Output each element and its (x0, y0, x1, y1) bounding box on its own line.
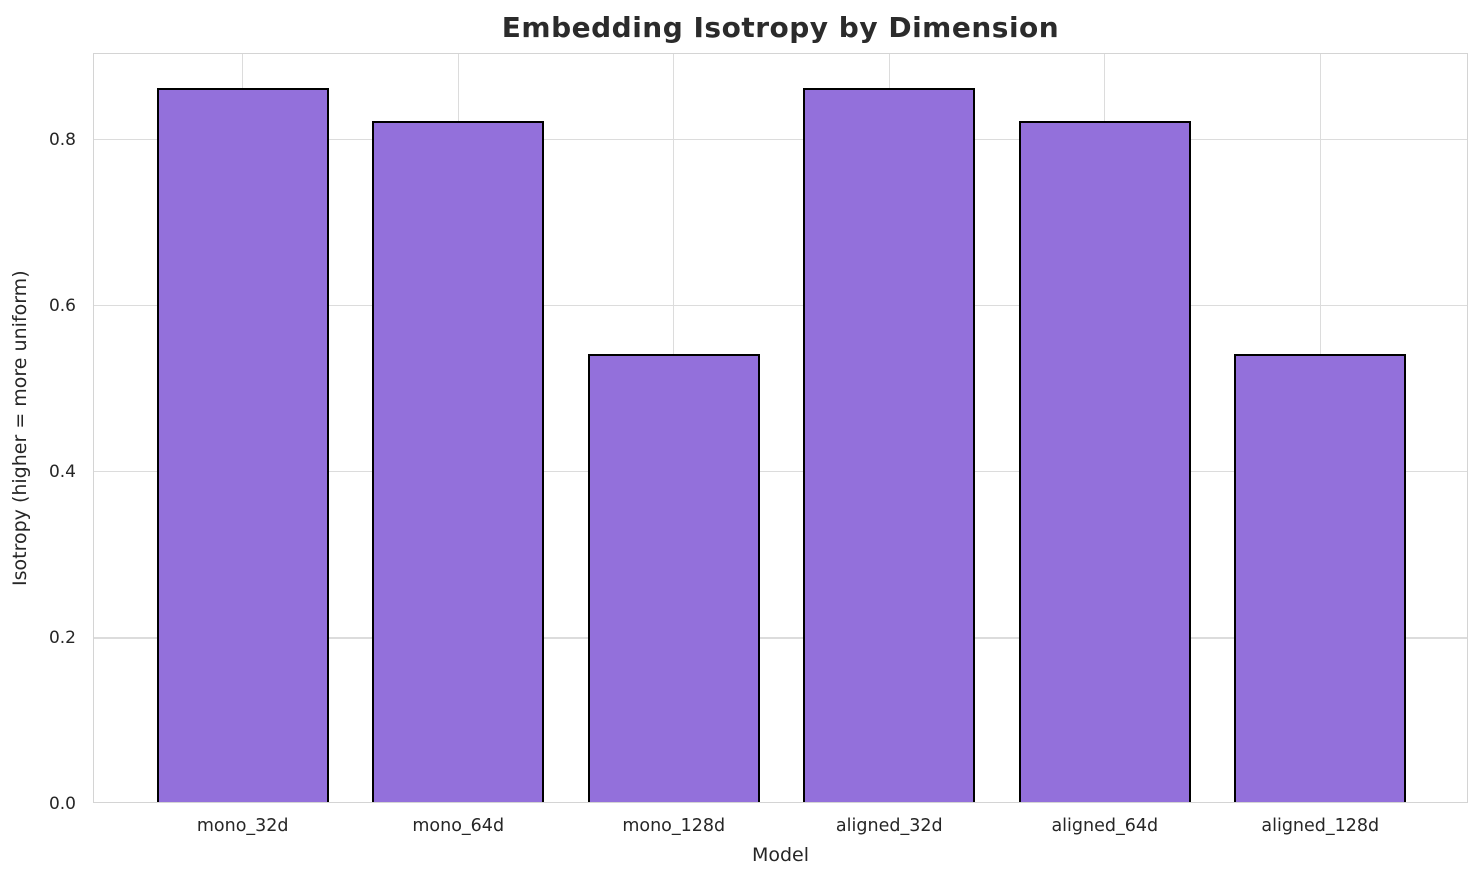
x-tick-label: mono_128d (622, 816, 726, 836)
plot-area: 0.0 0.2 0.4 0.6 0.8 mono_32d mono_64d mono_128d… (49, 53, 1468, 836)
x-tick-label: aligned_64d (1051, 816, 1159, 836)
x-axis-label: Model (751, 844, 810, 866)
y-tick-label: 0.2 (48, 627, 76, 648)
x-tick-label: mono_32d (196, 816, 289, 836)
h-gridline (94, 138, 1467, 141)
bar-aligned_64d (1018, 120, 1191, 802)
bar-mono_128d (587, 353, 760, 802)
bar-aligned_32d (803, 87, 976, 802)
chart-title: Embedding Isotropy by Dimension (501, 11, 1060, 44)
y-tick-label: 0.6 (48, 295, 76, 316)
y-tick-label: 0.8 (48, 129, 76, 150)
bar-mono_32d (156, 87, 329, 802)
x-tick-label: aligned_128d (1261, 816, 1380, 836)
h-gridline (94, 471, 1467, 473)
x-tick-label: mono_64d (412, 816, 505, 836)
y-axis-label: Isotropy (higher = more uniform) (9, 270, 31, 586)
y-tick-label: 0.4 (48, 461, 76, 482)
x-tick-label: aligned_32d (835, 816, 943, 836)
h-gridline (94, 637, 1467, 639)
h-gridline (94, 304, 1467, 307)
bar-aligned_128d (1234, 353, 1407, 802)
bar-mono_64d (372, 120, 545, 802)
y-tick-label: 0.0 (48, 794, 76, 814)
